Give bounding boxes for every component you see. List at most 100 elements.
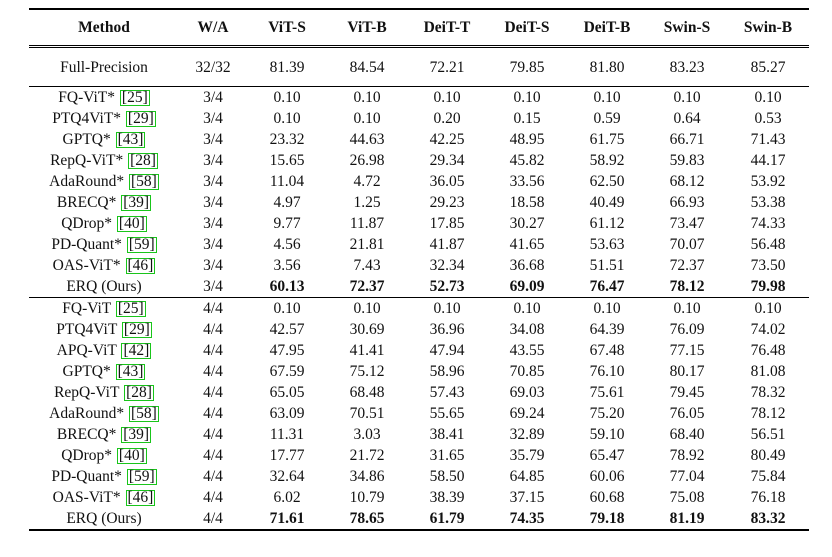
value-cell: 70.85 — [509, 363, 545, 380]
value-cell: 72.21 — [429, 58, 465, 76]
citation-number: 58 — [136, 173, 152, 190]
citation-number: 59 — [133, 468, 150, 485]
value-cell: 72.37 — [669, 257, 705, 274]
table-row: AdaRound* [58] 4/4 63.09 70.51 55.65 69.24 75.… — [29, 403, 809, 424]
citation-link[interactable]: [28] — [128, 152, 158, 169]
method-name: PTQ4ViT* — [52, 110, 122, 127]
value-cell: 38.41 — [429, 426, 465, 443]
value-cell: 63.09 — [269, 405, 305, 422]
method-cell: OAS-ViT* [46] — [29, 255, 179, 276]
citation-link[interactable]: [58] — [128, 173, 159, 190]
value-cell: 0.59 — [593, 110, 621, 127]
value-cell: 64.39 — [589, 321, 625, 338]
value-cell: 0.10 — [593, 89, 621, 106]
column-header: Method — [78, 18, 130, 36]
citation-link[interactable]: [25] — [115, 300, 146, 317]
value-cell: 7.43 — [353, 257, 381, 274]
value-cell: 76.05 — [669, 405, 705, 422]
citation-link[interactable]: [40] — [116, 447, 147, 464]
citation-link[interactable]: [43] — [115, 131, 146, 148]
table-row: ERQ (Ours) 3/4 60.13 72.37 52.73 69.09 76.47 78… — [29, 276, 809, 298]
citation-link[interactable]: [59] — [126, 468, 157, 485]
citation-link[interactable]: [46] — [125, 489, 156, 506]
method-name: BRECQ* — [56, 194, 117, 211]
wa-cell: 4/4 — [203, 468, 223, 485]
value-cell: 48.95 — [509, 131, 545, 148]
table-row: AdaRound* [58] 3/4 11.04 4.72 36.05 33.56 62.5… — [29, 171, 809, 192]
value-cell: 80.49 — [750, 447, 786, 464]
citation-number: 28 — [131, 384, 147, 401]
value-cell: 56.48 — [750, 236, 786, 253]
table-row: FQ-ViT* [25] 3/4 0.10 0.10 0.10 0.10 0.10 0.10 0… — [29, 86, 809, 109]
value-cell: 34.86 — [349, 468, 385, 485]
citation-link[interactable]: [43] — [115, 363, 146, 380]
value-cell: 0.64 — [673, 110, 701, 127]
citation-link[interactable]: [25] — [119, 89, 150, 106]
table-row: QDrop* [40] 4/4 17.77 21.72 31.65 35.79 65.47 7… — [29, 445, 809, 466]
table-header-row: Method W/A ViT-S ViT-B DeiT-T DeiT-S Dei… — [29, 9, 809, 47]
citation-number: 46 — [132, 489, 149, 506]
method-cell: ERQ (Ours) — [29, 508, 179, 530]
value-cell: 4.56 — [273, 236, 301, 253]
citation-link[interactable]: [59] — [126, 236, 157, 253]
value-cell: 69.24 — [509, 405, 545, 422]
table-row: OAS-ViT* [46] 4/4 6.02 10.79 38.39 37.15 60.68… — [29, 487, 809, 508]
value-cell: 0.15 — [513, 110, 541, 127]
citation-link[interactable]: [29] — [121, 321, 152, 338]
column-header: DeiT-T — [423, 18, 471, 36]
method-name: FQ-ViT — [62, 300, 111, 317]
results-table-container: Method W/A ViT-S ViT-B DeiT-T DeiT-S Dei… — [29, 8, 809, 531]
value-cell: 76.09 — [669, 321, 705, 338]
value-cell: 55.65 — [429, 405, 465, 422]
table-row: ERQ (Ours) 4/4 71.61 78.65 61.79 74.35 79.18 81… — [29, 508, 809, 530]
citation-link[interactable]: [39] — [121, 194, 152, 211]
value-cell: 1.25 — [353, 194, 381, 211]
table-row: PTQ4ViT* [29] 3/4 0.10 0.10 0.20 0.15 0.59 0.64… — [29, 108, 809, 129]
method-name: APQ-ViT — [56, 342, 117, 359]
value-cell: 32.89 — [509, 426, 545, 443]
citation-link[interactable]: [46] — [125, 257, 156, 274]
value-cell: 0.10 — [754, 300, 782, 317]
method-name: QDrop* — [61, 447, 113, 464]
value-cell: 38.39 — [429, 489, 465, 506]
citation-number: 43 — [122, 363, 139, 380]
method-name: BRECQ* — [56, 426, 117, 443]
value-cell: 10.79 — [349, 489, 385, 506]
citation-number: 25 — [123, 300, 139, 317]
table-row: PD-Quant* [59] 3/4 4.56 21.81 41.87 41.65 53.6… — [29, 234, 809, 255]
value-cell: 41.87 — [429, 236, 465, 253]
value-cell: 0.10 — [273, 89, 301, 106]
wa-cell: 4/4 — [203, 300, 223, 317]
citation-link[interactable]: [40] — [116, 215, 147, 232]
table-row: FQ-ViT [25] 4/4 0.10 0.10 0.10 0.10 0.10 0.10 0.… — [29, 297, 809, 320]
value-cell: 51.51 — [589, 257, 625, 274]
wa-cell: 4/4 — [203, 384, 223, 401]
citation-link[interactable]: [29] — [125, 110, 156, 127]
value-cell: 0.10 — [754, 89, 782, 106]
citation-link[interactable]: [42] — [121, 342, 152, 359]
method-cell: BRECQ* [39] — [29, 424, 179, 445]
method-cell: GPTQ* [43] — [29, 129, 179, 150]
method-cell: PD-Quant* [59] — [29, 466, 179, 487]
method-cell: BRECQ* [39] — [29, 192, 179, 213]
wa-cell: 3/4 — [203, 152, 223, 169]
value-cell: 75.12 — [349, 363, 385, 380]
citation-link[interactable]: [58] — [128, 405, 159, 422]
value-cell: 36.96 — [429, 321, 465, 338]
value-cell: 76.47 — [589, 278, 625, 295]
method-name: OAS-ViT* — [52, 489, 121, 506]
method-name: ERQ (Ours) — [66, 278, 142, 295]
value-cell: 4.97 — [273, 194, 301, 211]
value-cell: 78.12 — [669, 278, 705, 295]
value-cell: 17.85 — [429, 215, 465, 232]
value-cell: 52.73 — [429, 278, 465, 295]
value-cell: 75.84 — [750, 468, 786, 485]
citation-link[interactable]: [39] — [121, 426, 152, 443]
value-cell: 83.32 — [750, 510, 786, 527]
citation-link[interactable]: [28] — [124, 384, 154, 401]
method-cell: Full-Precision — [60, 58, 148, 76]
value-cell: 75.61 — [589, 384, 625, 401]
value-cell: 18.58 — [509, 194, 545, 211]
value-cell: 26.98 — [349, 152, 385, 169]
wa-cell: 4/4 — [203, 342, 223, 359]
